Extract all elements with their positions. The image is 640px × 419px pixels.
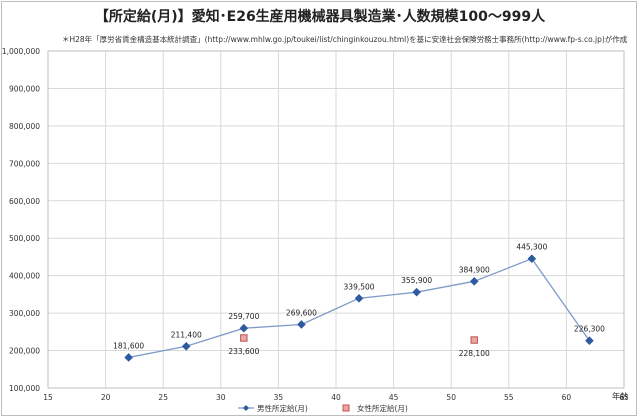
y-tick-label: 400,000 xyxy=(9,272,40,281)
x-tick-label: 40 xyxy=(331,393,341,402)
data-point-male xyxy=(297,320,306,329)
legend-marker-female xyxy=(342,404,350,412)
data-point-male xyxy=(469,277,479,286)
legend-label: 男性所定給(月) xyxy=(257,403,308,413)
data-point-male xyxy=(412,287,421,297)
x-axis-label: 年齢 xyxy=(612,391,628,401)
data-label: 355,900 xyxy=(401,276,432,285)
y-tick-label: 200,000 xyxy=(9,347,40,356)
x-tick-label: 15 xyxy=(43,393,53,402)
data-label: 445,300 xyxy=(516,243,547,252)
x-tick-label: 60 xyxy=(562,393,572,402)
plot-area xyxy=(47,50,625,389)
y-tick-label: 600,000 xyxy=(9,197,40,206)
source-note: ＊H28年「厚労省賃金構造基本統計調査」(http://www.mhlw.go.… xyxy=(62,35,628,44)
x-tick-label: 30 xyxy=(216,393,226,402)
legend-label: 女性所定給(月) xyxy=(357,403,408,413)
x-tick-label: 50 xyxy=(446,393,456,402)
data-point-male xyxy=(124,353,133,362)
y-tick-label: 100,000 xyxy=(9,384,40,393)
x-tick-label: 35 xyxy=(274,393,284,402)
data-label: 211,400 xyxy=(171,330,202,339)
data-label: 339,500 xyxy=(344,282,375,291)
data-label: 259,700 xyxy=(228,312,259,321)
data-label: 181,600 xyxy=(113,341,144,350)
data-point-male xyxy=(181,341,191,351)
x-tick-label: 45 xyxy=(389,393,399,402)
y-tick-label: 1,000,000 xyxy=(2,47,40,56)
y-tick-label: 700,000 xyxy=(9,159,40,168)
data-point-female xyxy=(240,334,248,342)
x-tick-label: 20 xyxy=(101,393,111,402)
data-label: 226,300 xyxy=(574,325,605,334)
y-tick-label: 800,000 xyxy=(9,122,40,131)
y-tick-label: 500,000 xyxy=(9,234,40,243)
data-point-male xyxy=(354,294,364,303)
x-tick-label: 55 xyxy=(504,393,514,402)
data-label: 233,600 xyxy=(228,347,259,356)
y-tick-label: 300,000 xyxy=(9,309,40,318)
data-point-female xyxy=(470,336,478,344)
x-tick-label: 65 xyxy=(619,393,629,402)
data-label: 269,600 xyxy=(286,308,317,317)
y-tick-label: 900,000 xyxy=(9,84,40,93)
data-label: 228,100 xyxy=(459,349,490,358)
chart-title: 【所定給(月)】愛知･E26生産用機械器具製造業･人数規模100～999人 xyxy=(94,9,546,25)
series-line-0 xyxy=(128,257,590,359)
x-tick-label: 25 xyxy=(158,393,168,402)
legend-marker-male xyxy=(243,405,249,411)
data-label: 384,900 xyxy=(459,265,490,274)
data-point-male xyxy=(527,254,537,264)
data-point-male xyxy=(239,323,249,333)
data-point-male xyxy=(585,336,594,346)
